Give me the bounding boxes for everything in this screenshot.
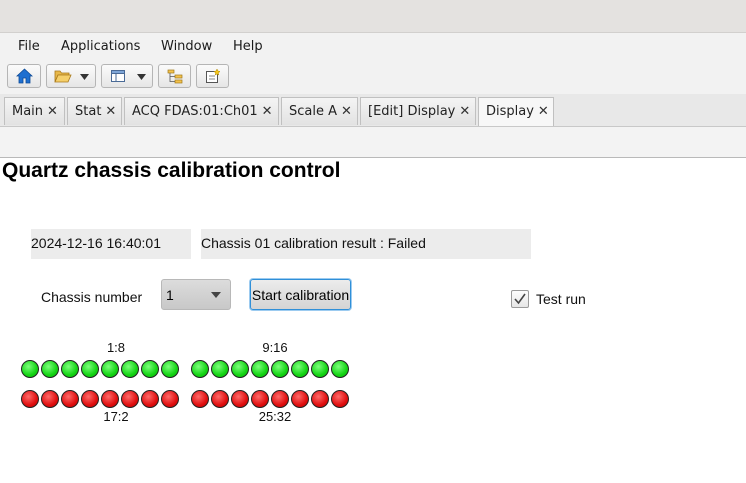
menu-file[interactable]: File (18, 39, 40, 54)
led-indicator (41, 390, 59, 408)
home-icon (16, 68, 33, 84)
toolbar (0, 60, 746, 94)
led-indicator (231, 360, 249, 378)
led-indicator (191, 360, 209, 378)
close-icon[interactable]: ✕ (459, 104, 471, 119)
chassis-number-label: Chassis number (41, 289, 143, 305)
layout-icon (111, 70, 125, 82)
led-indicator (251, 390, 269, 408)
close-icon[interactable]: ✕ (105, 104, 117, 119)
led-indicator (271, 390, 289, 408)
menu-window[interactable]: Window (161, 39, 213, 54)
led-indicator (291, 390, 309, 408)
tab-scale-a[interactable]: Scale A ✕ (281, 97, 358, 125)
led-indicator (271, 360, 289, 378)
close-icon[interactable]: ✕ (537, 104, 549, 119)
chevron-down-icon (211, 292, 221, 298)
tab-label: Stat (75, 104, 102, 119)
led-group-label-9-16: 9:16 (262, 340, 288, 355)
menu-bar: File Applications Window Help (0, 33, 746, 60)
led-indicator (121, 360, 139, 378)
calibration-result-field: Chassis 01 calibration result : Failed (201, 229, 531, 259)
new-panel-button[interactable] (196, 64, 229, 88)
page-title: Quartz chassis calibration control (2, 159, 341, 182)
close-icon[interactable]: ✕ (341, 104, 352, 119)
timestamp-field: 2024-12-16 16:40:01 (31, 229, 191, 259)
led-group-label-17-24: 17:2 (103, 409, 129, 424)
led-indicator (211, 390, 229, 408)
led-indicator (121, 390, 139, 408)
test-run-checkbox[interactable] (511, 290, 529, 308)
led-indicator (101, 360, 119, 378)
tab-stat[interactable]: Stat ✕ (67, 97, 122, 125)
led-indicator (311, 390, 329, 408)
layout-button[interactable] (101, 64, 153, 88)
led-indicator (141, 390, 159, 408)
tab-label: Scale A (289, 104, 338, 119)
led-indicator (101, 390, 119, 408)
tab-display[interactable]: Display ✕ (478, 97, 554, 126)
tree-icon (167, 69, 183, 84)
tree-button[interactable] (158, 64, 191, 88)
chevron-down-icon (80, 74, 89, 80)
tab-label: Display (486, 104, 534, 119)
chevron-down-icon (137, 74, 146, 80)
tab-edit-display[interactable]: [Edit] Display ✕ (360, 97, 476, 125)
tab-main[interactable]: Main ✕ (4, 97, 65, 125)
menu-help[interactable]: Help (233, 39, 263, 54)
led-indicator (161, 360, 179, 378)
new-panel-icon (206, 68, 221, 83)
led-indicator (21, 360, 39, 378)
led-group-label-1-8: 1:8 (106, 340, 126, 355)
led-indicator (291, 360, 309, 378)
tab-bar: Main ✕ Stat ✕ ACQ FDAS:01:Ch01 ✕ Scale A ✕ [… (0, 94, 746, 127)
close-icon[interactable]: ✕ (261, 104, 273, 119)
led-indicator (331, 390, 349, 408)
tab-label: [Edit] Display (368, 104, 456, 119)
led-indicator (81, 390, 99, 408)
menu-applications[interactable]: Applications (61, 39, 141, 54)
folder-open-icon (54, 70, 72, 83)
led-indicator (141, 360, 159, 378)
test-run-label: Test run (536, 291, 586, 307)
chassis-number-value: 1 (166, 287, 174, 303)
led-indicator (41, 360, 59, 378)
open-button[interactable] (46, 64, 96, 88)
tab-label: ACQ FDAS:01:Ch01 (132, 104, 258, 119)
chassis-number-select[interactable]: 1 (161, 279, 231, 310)
close-icon[interactable]: ✕ (47, 104, 58, 119)
led-indicator (161, 390, 179, 408)
tab-acq-fdas[interactable]: ACQ FDAS:01:Ch01 ✕ (124, 97, 279, 125)
led-indicator (211, 360, 229, 378)
led-indicator (311, 360, 329, 378)
led-indicator (191, 390, 209, 408)
led-indicator (61, 390, 79, 408)
home-button[interactable] (7, 64, 41, 88)
start-calibration-button[interactable]: Start calibration (250, 279, 351, 310)
display-toolbar (0, 127, 746, 158)
tab-label: Main (12, 104, 44, 119)
led-indicator (81, 360, 99, 378)
led-group-label-25-32: 25:32 (258, 409, 292, 424)
led-indicator (21, 390, 39, 408)
checkmark-icon (514, 293, 526, 305)
led-indicator (331, 360, 349, 378)
led-indicator (231, 390, 249, 408)
led-indicator (251, 360, 269, 378)
window-titlebar (0, 0, 746, 33)
led-indicator (61, 360, 79, 378)
